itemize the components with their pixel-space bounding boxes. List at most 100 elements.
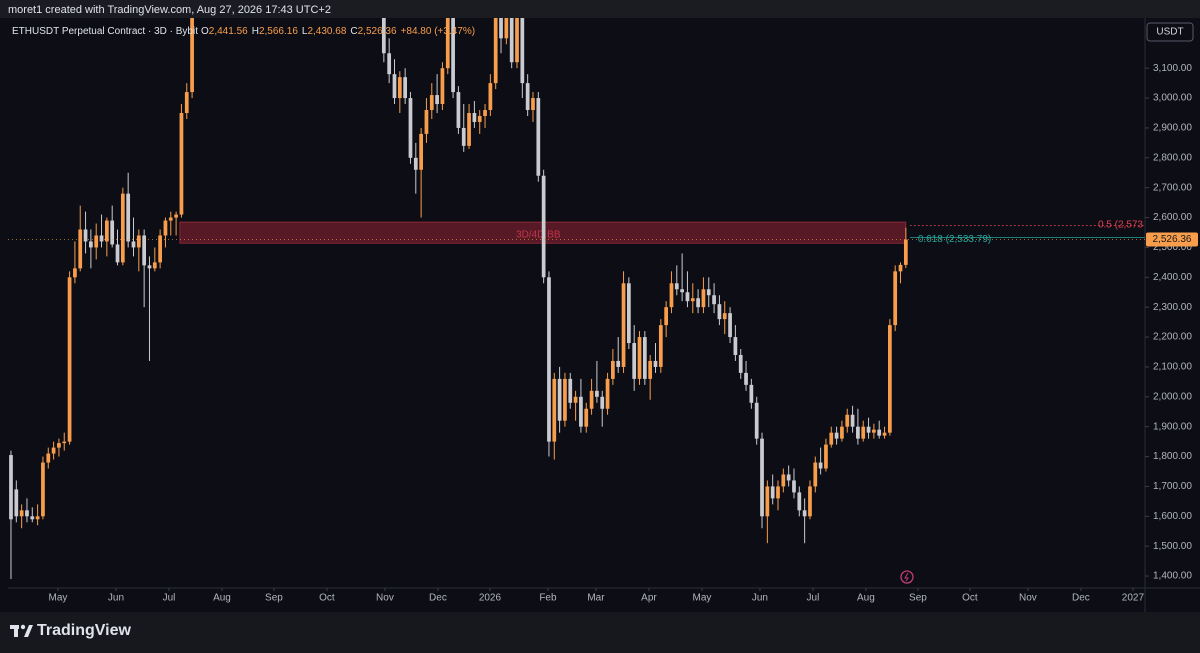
candle-body bbox=[744, 372, 748, 385]
candle-body bbox=[802, 510, 807, 517]
candle bbox=[749, 378, 754, 409]
candle-body bbox=[760, 438, 764, 517]
candle bbox=[824, 438, 828, 472]
candle bbox=[67, 271, 72, 445]
candle bbox=[541, 169, 546, 284]
candle-body bbox=[387, 53, 392, 75]
candle bbox=[30, 507, 35, 523]
candle bbox=[483, 104, 487, 128]
candle bbox=[595, 360, 599, 403]
candle bbox=[621, 271, 626, 373]
currency-box[interactable] bbox=[1146, 22, 1194, 42]
y-tick-label: 2,900.00 bbox=[1153, 123, 1192, 134]
x-tick-label: Oct bbox=[319, 593, 335, 604]
candle-body bbox=[46, 453, 51, 463]
candle-body bbox=[168, 217, 173, 221]
candle bbox=[381, 18, 386, 63]
candle-body bbox=[824, 444, 828, 469]
candle bbox=[408, 92, 413, 164]
candle-body bbox=[152, 262, 157, 269]
candle bbox=[690, 283, 695, 314]
candle bbox=[701, 277, 706, 314]
candle bbox=[642, 331, 647, 385]
footer-brand: TradingView bbox=[37, 622, 132, 639]
candle bbox=[856, 408, 860, 445]
candle-body bbox=[701, 289, 706, 308]
y-tick-label: 1,400.00 bbox=[1153, 571, 1192, 582]
candle-body bbox=[403, 77, 408, 99]
candle bbox=[168, 211, 173, 236]
x-tick-label: Jul bbox=[807, 593, 820, 604]
candle-body bbox=[445, 18, 450, 69]
legend-item: 2,526.36 bbox=[358, 26, 397, 37]
candle-body bbox=[67, 277, 72, 442]
candle bbox=[903, 227, 908, 269]
candle bbox=[158, 229, 162, 269]
candle-body bbox=[467, 113, 471, 146]
x-tick-label: Nov bbox=[376, 593, 394, 604]
y-tick-label: 2,000.00 bbox=[1153, 391, 1192, 402]
candle bbox=[73, 241, 77, 284]
candle-body bbox=[30, 516, 35, 520]
candle bbox=[696, 289, 700, 314]
currency[interactable]: USDT bbox=[1156, 27, 1183, 38]
y-tick-label: 1,600.00 bbox=[1153, 511, 1192, 522]
candle bbox=[781, 468, 786, 493]
x-tick-label: Dec bbox=[1072, 593, 1090, 604]
candle bbox=[866, 417, 871, 439]
candle-body bbox=[131, 241, 136, 248]
candle bbox=[872, 423, 876, 439]
x-tick-label: May bbox=[692, 593, 711, 604]
candle bbox=[126, 172, 131, 248]
candle bbox=[861, 420, 866, 442]
x-tick-label: Aug bbox=[213, 593, 231, 604]
candle-body bbox=[813, 462, 818, 487]
candle bbox=[818, 447, 823, 475]
candle bbox=[685, 271, 690, 308]
candle-body bbox=[648, 360, 653, 379]
candle-body bbox=[674, 283, 679, 290]
candle-body bbox=[557, 378, 562, 421]
candle bbox=[531, 92, 535, 122]
candle bbox=[35, 504, 40, 526]
candle bbox=[754, 396, 759, 445]
candle-body bbox=[190, 18, 194, 93]
x-tick-label: 2026 bbox=[479, 593, 502, 604]
candle bbox=[770, 474, 775, 505]
candle bbox=[94, 223, 99, 260]
candle-body bbox=[589, 390, 594, 409]
candle bbox=[664, 301, 669, 338]
alert-icon[interactable] bbox=[900, 570, 914, 584]
candle bbox=[493, 18, 498, 90]
candle bbox=[120, 187, 125, 266]
candle bbox=[456, 86, 461, 134]
candle-body bbox=[456, 92, 461, 128]
x-tick-label: Aug bbox=[857, 593, 875, 604]
candle bbox=[829, 426, 834, 448]
legend-item: O bbox=[201, 26, 209, 37]
y-tick-label: 2,400.00 bbox=[1153, 272, 1192, 283]
y-tick-label: 2,500.00 bbox=[1153, 242, 1192, 253]
legend-item: 2,441.56 bbox=[209, 26, 248, 37]
candle-body bbox=[120, 193, 125, 263]
candle bbox=[733, 325, 738, 361]
candle bbox=[99, 214, 104, 248]
candle bbox=[41, 456, 45, 520]
candle-body bbox=[397, 77, 402, 99]
candle-body bbox=[792, 480, 796, 493]
candle-body bbox=[9, 455, 13, 520]
y-tick-label: 2,100.00 bbox=[1153, 362, 1192, 373]
candle-body bbox=[472, 113, 477, 122]
candle-body bbox=[525, 83, 530, 111]
y-tick-label: 1,500.00 bbox=[1153, 541, 1192, 552]
candle bbox=[850, 405, 855, 433]
candle-body bbox=[728, 313, 732, 338]
candle bbox=[515, 18, 519, 69]
candle bbox=[611, 349, 615, 385]
candle-body bbox=[483, 110, 487, 116]
candle bbox=[712, 283, 716, 314]
candle-body bbox=[898, 264, 903, 272]
candle-body bbox=[488, 83, 493, 111]
candle-body bbox=[184, 92, 189, 113]
candle-body bbox=[680, 289, 684, 293]
